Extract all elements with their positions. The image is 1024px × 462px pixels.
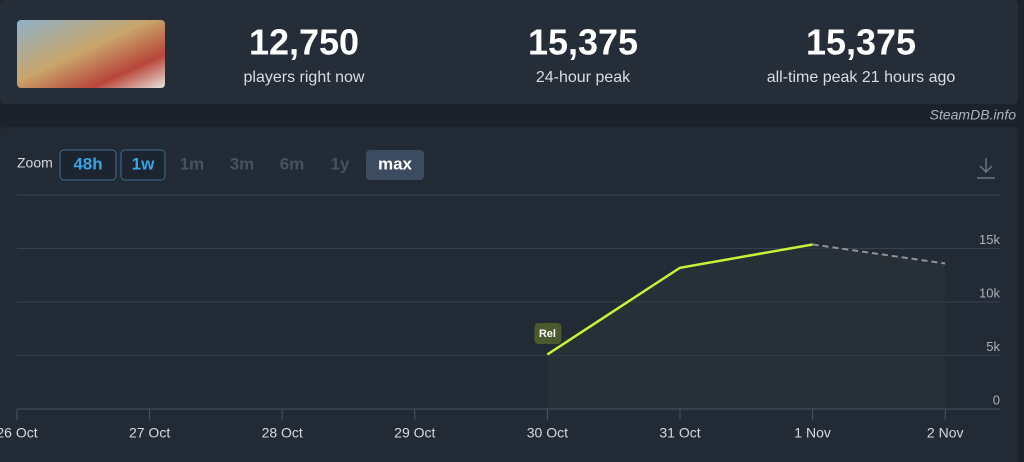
stat-value: 15,375 bbox=[528, 22, 638, 63]
zoom-option[interactable]: 3m bbox=[230, 154, 255, 173]
x-tick-label: 28 Oct bbox=[262, 425, 303, 441]
y-tick-label: 5k bbox=[986, 339, 1000, 354]
zoom-button[interactable] bbox=[366, 150, 424, 180]
source[interactable]: SteamDB.info bbox=[930, 107, 1017, 123]
zoom-option[interactable]: 48h bbox=[73, 154, 102, 173]
zoom-option[interactable]: 1y bbox=[331, 154, 350, 173]
zoom-button[interactable] bbox=[59, 149, 117, 181]
stats-panel bbox=[0, 0, 1018, 104]
x-tick-label: 2 Nov bbox=[927, 425, 964, 441]
x-tick-label: 26 Oct bbox=[0, 425, 38, 441]
line bbox=[812, 243, 946, 265]
stat-label: all-time peak 21 hours ago bbox=[767, 69, 956, 86]
x-tick-label: 30 Oct bbox=[527, 425, 568, 441]
x-tick-label: 29 Oct bbox=[394, 425, 435, 441]
y-tick-label: 10k bbox=[979, 285, 1000, 300]
zoom-option[interactable]: 1m bbox=[180, 154, 205, 173]
stat-value: 15,375 bbox=[806, 22, 916, 63]
x-tick-label: 27 Oct bbox=[129, 425, 170, 441]
stat-label: players right now bbox=[244, 69, 365, 86]
area bbox=[812, 244, 946, 409]
annotation-badge bbox=[534, 323, 562, 344]
y-tick-label: 15k bbox=[979, 232, 1000, 247]
zoom-option[interactable]: 6m bbox=[280, 154, 305, 173]
y-tick-label: 0 bbox=[993, 392, 1000, 407]
annotation: Rel bbox=[539, 328, 556, 340]
x-tick-label: 1 Nov bbox=[794, 425, 831, 441]
stat-value: 12,750 bbox=[249, 22, 359, 63]
stat-label: 24-hour peak bbox=[536, 69, 631, 86]
game-thumbnail[interactable] bbox=[17, 20, 165, 88]
area bbox=[547, 244, 813, 409]
zoom-option[interactable]: 1w bbox=[132, 154, 155, 173]
line bbox=[546, 243, 813, 356]
download-icon[interactable] bbox=[977, 158, 995, 179]
zoom-button[interactable] bbox=[120, 149, 166, 181]
x-tick-label: 31 Oct bbox=[659, 425, 700, 441]
zoom-label: Zoom bbox=[17, 155, 53, 171]
zoom-option[interactable]: max bbox=[378, 154, 413, 173]
